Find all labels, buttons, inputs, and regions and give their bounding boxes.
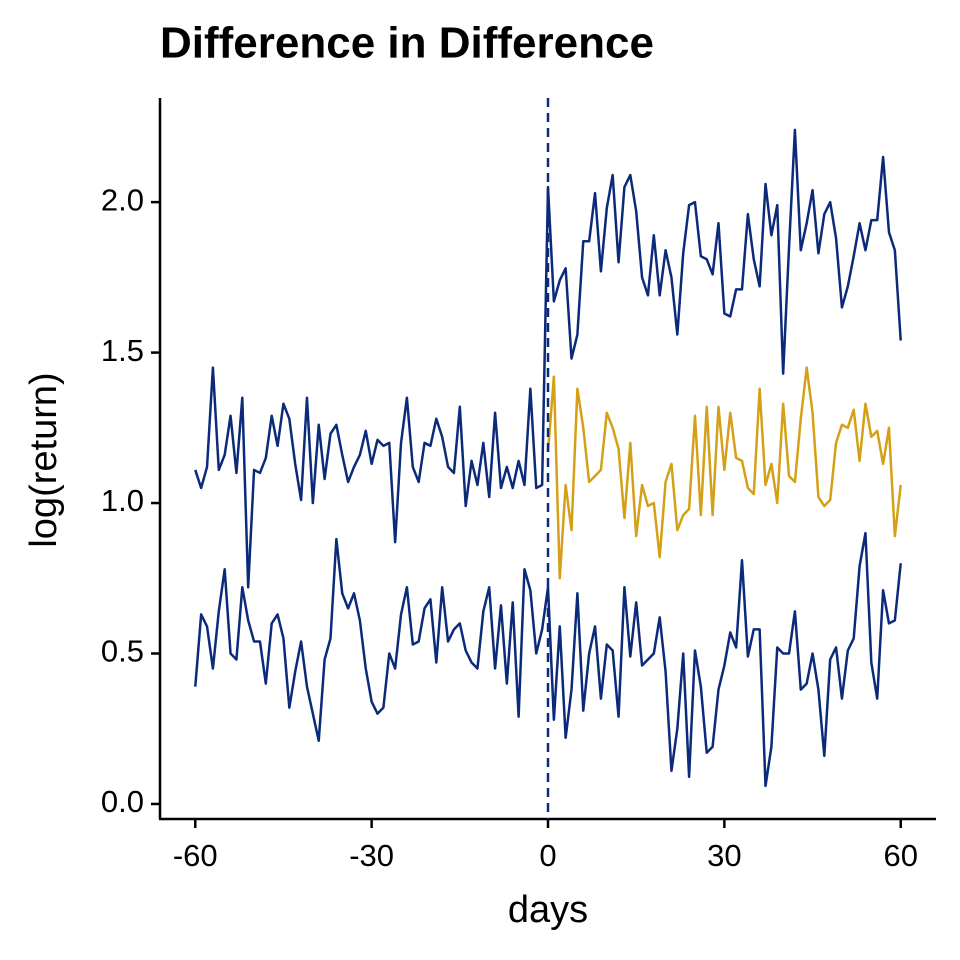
x-axis-label: days (508, 889, 588, 931)
x-tick-label: 30 (707, 838, 741, 873)
x-tick-label: -60 (173, 838, 218, 873)
series-line (194, 128, 902, 589)
x-tick-label: 0 (539, 838, 556, 873)
y-tick-label: 0.0 (101, 784, 144, 819)
x-tick-label: 60 (883, 838, 917, 873)
chart-title: Difference in Difference (160, 19, 654, 68)
x-tick-label: -30 (349, 838, 394, 873)
series-line (546, 366, 902, 580)
y-tick-label: 0.5 (101, 634, 144, 669)
series-line (194, 531, 902, 788)
y-tick-label: 2.0 (101, 182, 144, 217)
y-tick-label: 1.0 (101, 483, 144, 518)
y-axis-label: log(return) (23, 372, 65, 547)
y-tick-label: 1.5 (101, 333, 144, 368)
